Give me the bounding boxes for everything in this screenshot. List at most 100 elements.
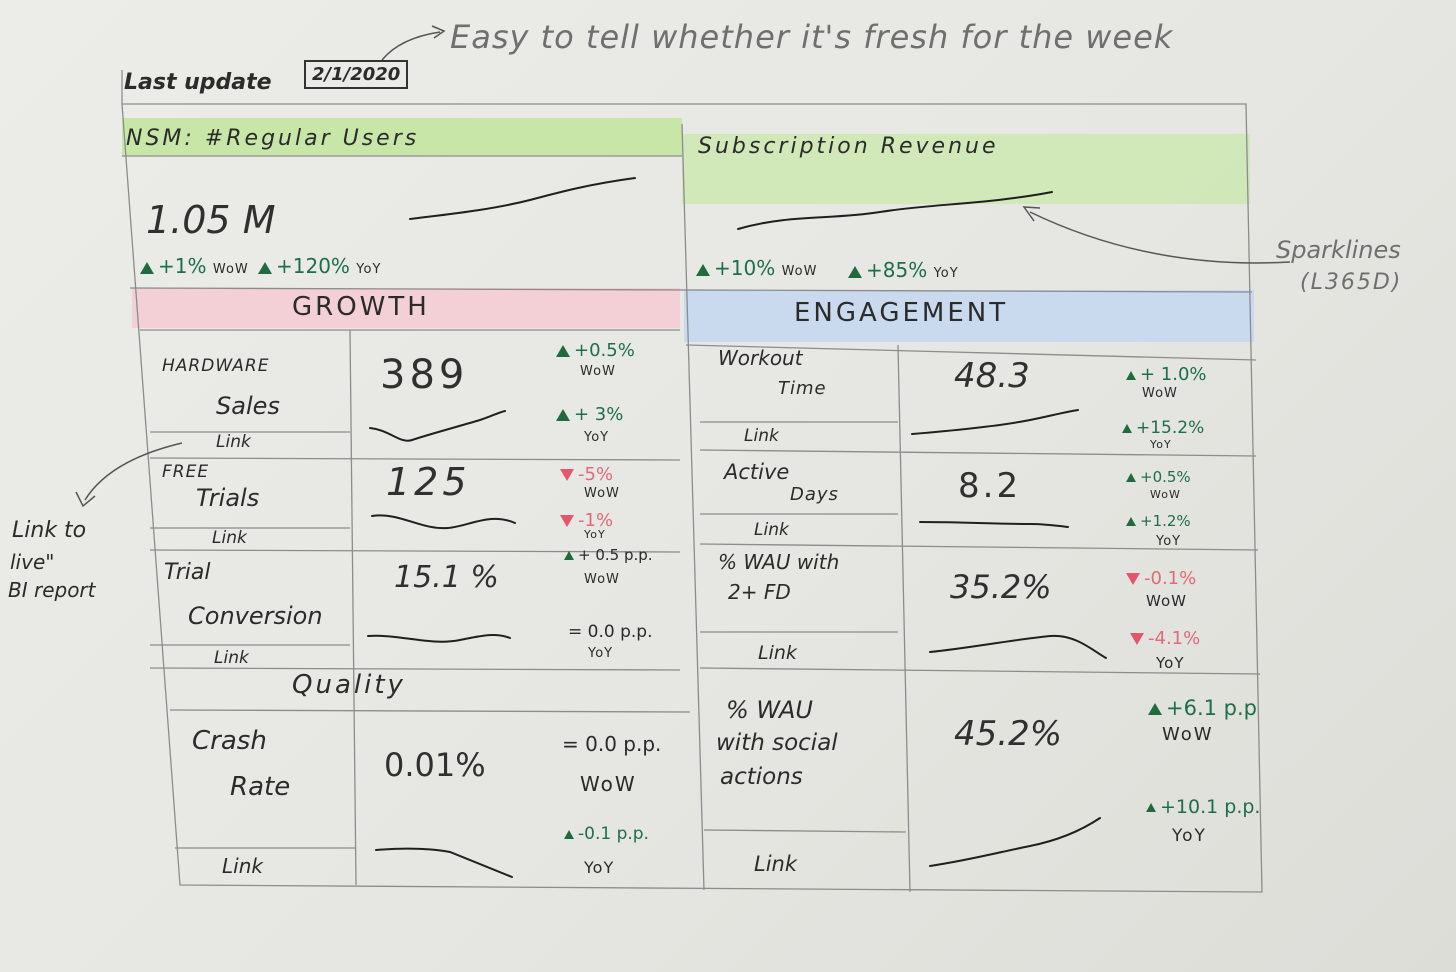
metric-label: Rate — [230, 772, 291, 802]
sparkline-hardware — [369, 410, 506, 442]
metric-yoy-unit: YoY — [1156, 654, 1185, 672]
metric-wow-unit: WoW — [1162, 724, 1214, 745]
up-triangle-icon — [556, 345, 570, 357]
nsm-value: 1.05 M — [146, 198, 276, 242]
metric-wow-unit: WoW — [1150, 488, 1181, 501]
up-triangle-icon — [564, 551, 574, 560]
metric-wow: +6.1 p.p — [1148, 696, 1257, 720]
up-triangle-icon — [1146, 803, 1156, 812]
sparkline-wau-2fd — [929, 634, 1107, 659]
sparkline-active-days — [919, 521, 1069, 528]
metric-label: Active — [724, 460, 790, 484]
down-triangle-icon — [1126, 573, 1140, 585]
metric-label: % WAU — [726, 696, 813, 724]
metric-wow: = 0.0 p.p. — [562, 732, 662, 756]
metric-wow-unit: WoW — [584, 486, 620, 501]
metric-label: HARDWARE — [162, 356, 270, 376]
metric-value: 48.3 — [954, 356, 1030, 396]
sparkline-nsm — [409, 177, 636, 220]
metric-wow: + 0.5 p.p. — [564, 546, 653, 564]
metric-label: Sales — [216, 392, 280, 420]
up-triangle-icon — [1122, 423, 1132, 433]
sparkline-trial-conversion — [367, 633, 511, 643]
down-triangle-icon — [1130, 633, 1144, 645]
metric-label: Trials — [196, 484, 260, 512]
bi-report-link[interactable]: Link — [754, 520, 789, 540]
metric-yoy-unit: YoY — [584, 528, 606, 541]
nsm-band — [122, 118, 682, 156]
metric-label: Conversion — [188, 602, 323, 630]
revenue-wow: +10% WoW — [696, 256, 817, 280]
engagement-band — [684, 290, 1254, 342]
growth-header: GROWTH — [292, 292, 430, 322]
metric-yoy: +15.2% — [1122, 418, 1204, 438]
metric-value: 389 — [380, 352, 469, 398]
down-triangle-icon — [560, 469, 574, 481]
link-note-3: BI report — [8, 578, 96, 602]
metric-yoy: +1.2% — [1126, 512, 1191, 530]
revenue-title: Subscription Revenue — [698, 134, 999, 159]
metric-yoy-unit: YoY — [584, 430, 610, 445]
up-triangle-icon — [556, 409, 570, 421]
metric-value: 0.01% — [384, 746, 486, 784]
bi-report-link[interactable]: Link — [212, 528, 247, 548]
up-triangle-icon — [1148, 703, 1162, 715]
nsm-wow: +1% WoW — [140, 254, 249, 278]
metric-yoy-unit: YoY — [1172, 826, 1207, 846]
last-update-value: 2/1/2020 — [304, 60, 409, 89]
metric-wow-unit: WoW — [580, 772, 637, 796]
revenue-band — [682, 134, 1250, 204]
bi-report-link[interactable]: Link — [222, 854, 263, 878]
up-triangle-icon — [140, 261, 154, 274]
down-triangle-icon — [560, 515, 574, 527]
metric-value: 45.2% — [954, 714, 1063, 754]
metric-yoy: +10.1 p.p. — [1146, 796, 1260, 818]
bi-report-link[interactable]: Link — [758, 642, 797, 664]
metric-value: 125 — [386, 460, 471, 504]
metric-wow: -0.1% — [1126, 568, 1196, 589]
bi-report-link[interactable]: Link — [744, 426, 779, 446]
metric-yoy: -4.1% — [1130, 628, 1200, 649]
metric-wow: + 1.0% — [1126, 364, 1207, 385]
metric-wow: +0.5% — [1126, 468, 1191, 486]
metric-label: FREE — [162, 462, 210, 482]
metric-yoy: -0.1 p.p. — [564, 824, 649, 844]
metric-yoy: -1% — [560, 510, 613, 531]
metric-wow: +0.5% — [556, 340, 635, 361]
metric-label: % WAU with — [718, 550, 840, 574]
sparklines-note-2: (L365D) — [1300, 270, 1403, 295]
metric-label: Workout — [718, 346, 803, 370]
bi-report-link[interactable]: Link — [214, 648, 249, 668]
up-triangle-icon — [1126, 473, 1136, 482]
metric-wow-unit: WoW — [1146, 592, 1187, 610]
sparkline-workout — [911, 409, 1079, 435]
metric-label: actions — [720, 764, 803, 790]
up-triangle-icon — [258, 261, 272, 274]
metric-label: Days — [790, 484, 839, 505]
metric-label: Trial — [164, 560, 211, 585]
metric-wow: -5% — [560, 464, 613, 485]
metric-wow-unit: WoW — [580, 364, 616, 379]
bi-report-link[interactable]: Link — [216, 432, 251, 452]
metric-label: Time — [778, 378, 827, 399]
nsm-yoy: +120% YoY — [258, 254, 381, 278]
sparkline-revenue — [737, 191, 1053, 230]
sparklines-note-1: Sparklines — [1276, 236, 1401, 264]
bi-report-link[interactable]: Link — [754, 852, 798, 876]
up-triangle-icon — [1126, 370, 1136, 380]
metric-value: 8.2 — [958, 466, 1022, 506]
up-triangle-icon — [564, 829, 574, 839]
metric-yoy-unit: YoY — [1156, 534, 1182, 549]
metric-wow-unit: WoW — [584, 572, 620, 587]
last-update-label: Last update — [124, 70, 272, 95]
metric-wow-unit: WoW — [1142, 386, 1178, 401]
link-note-1: Link to — [12, 518, 87, 543]
metric-label: 2+ FD — [728, 580, 791, 604]
nsm-title: NSM: #Regular Users — [126, 126, 420, 151]
sparkline-free-trials — [371, 514, 516, 530]
metric-label: Crash — [192, 726, 267, 756]
metric-yoy: = 0.0 p.p. — [568, 622, 653, 642]
up-triangle-icon — [1126, 517, 1136, 526]
metric-yoy-unit: YoY — [588, 646, 614, 661]
